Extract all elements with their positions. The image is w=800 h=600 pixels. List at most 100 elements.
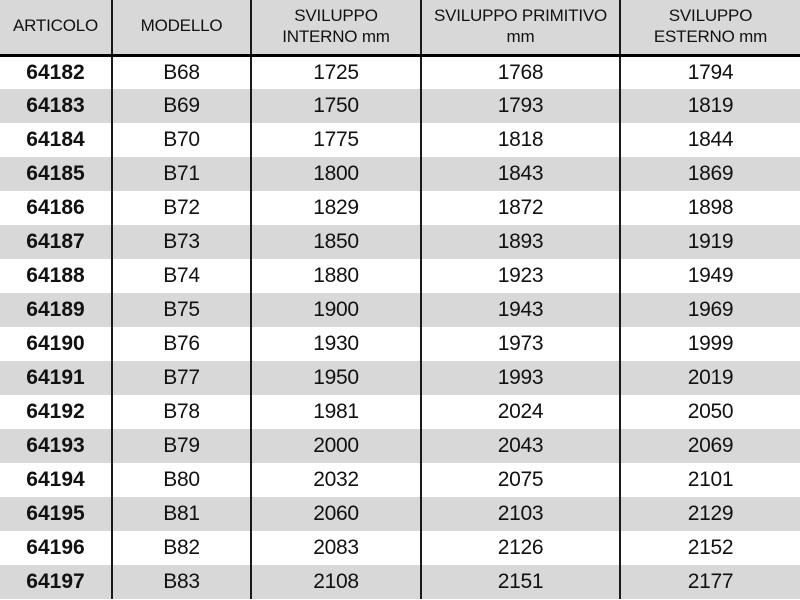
cell-primitivo: 2151 <box>421 565 621 599</box>
cell-modello: B83 <box>112 565 252 599</box>
cell-primitivo: 1793 <box>421 89 621 123</box>
cell-interno: 1829 <box>251 191 422 225</box>
cell-esterno: 2101 <box>620 463 800 497</box>
cell-esterno: 1969 <box>620 293 800 327</box>
cell-esterno: 2069 <box>620 429 800 463</box>
table-row: 64192 B78 1981 2024 2050 <box>0 395 800 429</box>
cell-primitivo: 2024 <box>421 395 621 429</box>
cell-interno: 1950 <box>251 361 422 395</box>
cell-modello: B74 <box>112 259 252 293</box>
cell-interno: 2060 <box>251 497 422 531</box>
cell-esterno: 1844 <box>620 123 800 157</box>
table-row: 64188 B74 1880 1923 1949 <box>0 259 800 293</box>
table-row: 64195 B81 2060 2103 2129 <box>0 497 800 531</box>
cell-primitivo: 1893 <box>421 225 621 259</box>
cell-articolo: 64186 <box>0 191 113 225</box>
cell-modello: B82 <box>112 531 252 565</box>
table-row: 64194 B80 2032 2075 2101 <box>0 463 800 497</box>
table-body: 64182 B68 1725 1768 1794 64183 B69 1750 1793 1819… <box>0 55 800 599</box>
cell-esterno: 1819 <box>620 89 800 123</box>
cell-esterno: 1919 <box>620 225 800 259</box>
cell-articolo: 64183 <box>0 89 113 123</box>
cell-articolo: 64192 <box>0 395 113 429</box>
cell-articolo: 64197 <box>0 565 113 599</box>
cell-modello: B69 <box>112 89 252 123</box>
cell-esterno: 1898 <box>620 191 800 225</box>
column-header-articolo-line1: ARTICOLO <box>13 16 98 36</box>
cell-esterno: 1949 <box>620 259 800 293</box>
table-row: 64183 B69 1750 1793 1819 <box>0 89 800 123</box>
cell-articolo: 64189 <box>0 293 113 327</box>
cell-articolo: 64193 <box>0 429 113 463</box>
column-header-sviluppo-interno-line2: INTERNO mm <box>282 26 390 46</box>
cell-interno: 1930 <box>251 327 422 361</box>
column-header-sviluppo-primitivo-line1: SVILUPPO PRIMITIVO <box>433 6 608 26</box>
table-row: 64196 B82 2083 2126 2152 <box>0 531 800 565</box>
cell-articolo: 64194 <box>0 463 113 497</box>
cell-modello: B72 <box>112 191 252 225</box>
header-row: ARTICOLO MODELLO SVILUPPO INTERNO mm SVI… <box>0 0 800 55</box>
cell-modello: B71 <box>112 157 252 191</box>
table-row: 64182 B68 1725 1768 1794 <box>0 55 800 89</box>
table-row: 64193 B79 2000 2043 2069 <box>0 429 800 463</box>
cell-esterno: 1794 <box>620 55 800 89</box>
column-header-sviluppo-interno: SVILUPPO INTERNO mm <box>251 0 422 55</box>
cell-articolo: 64190 <box>0 327 113 361</box>
cell-interno: 2032 <box>251 463 422 497</box>
table-row: 64184 B70 1775 1818 1844 <box>0 123 800 157</box>
cell-articolo: 64182 <box>0 55 113 89</box>
column-header-modello: MODELLO <box>112 0 252 55</box>
cell-modello: B73 <box>112 225 252 259</box>
cell-interno: 1775 <box>251 123 422 157</box>
cell-interno: 2083 <box>251 531 422 565</box>
cell-primitivo: 1993 <box>421 361 621 395</box>
cell-esterno: 1999 <box>620 327 800 361</box>
column-header-sviluppo-primitivo-line2: mm <box>506 26 535 46</box>
cell-articolo: 64191 <box>0 361 113 395</box>
cell-primitivo: 2075 <box>421 463 621 497</box>
cell-articolo: 64196 <box>0 531 113 565</box>
cell-modello: B81 <box>112 497 252 531</box>
cell-articolo: 64187 <box>0 225 113 259</box>
cell-primitivo: 1843 <box>421 157 621 191</box>
table-row: 64186 B72 1829 1872 1898 <box>0 191 800 225</box>
cell-primitivo: 1872 <box>421 191 621 225</box>
cell-primitivo: 2126 <box>421 531 621 565</box>
table-row: 64189 B75 1900 1943 1969 <box>0 293 800 327</box>
cell-interno: 1880 <box>251 259 422 293</box>
cell-interno: 1850 <box>251 225 422 259</box>
cell-interno: 1900 <box>251 293 422 327</box>
table-row: 64190 B76 1930 1973 1999 <box>0 327 800 361</box>
cell-esterno: 2152 <box>620 531 800 565</box>
table-row: 64191 B77 1950 1993 2019 <box>0 361 800 395</box>
cell-esterno: 1869 <box>620 157 800 191</box>
cell-articolo: 64184 <box>0 123 113 157</box>
cell-primitivo: 2103 <box>421 497 621 531</box>
cell-articolo: 64195 <box>0 497 113 531</box>
table-row: 64187 B73 1850 1893 1919 <box>0 225 800 259</box>
column-header-sviluppo-esterno-line1: SVILUPPO <box>668 6 753 26</box>
cell-esterno: 2177 <box>620 565 800 599</box>
cell-interno: 1800 <box>251 157 422 191</box>
cell-modello: B80 <box>112 463 252 497</box>
table-row: 64185 B71 1800 1843 1869 <box>0 157 800 191</box>
cell-modello: B75 <box>112 293 252 327</box>
cell-modello: B78 <box>112 395 252 429</box>
column-header-sviluppo-esterno: SVILUPPO ESTERNO mm <box>620 0 800 55</box>
column-header-sviluppo-esterno-line2: ESTERNO mm <box>653 26 768 46</box>
cell-esterno: 2050 <box>620 395 800 429</box>
table-row: 64197 B83 2108 2151 2177 <box>0 565 800 599</box>
cell-articolo: 64188 <box>0 259 113 293</box>
cell-interno: 2000 <box>251 429 422 463</box>
cell-interno: 1750 <box>251 89 422 123</box>
cell-esterno: 2129 <box>620 497 800 531</box>
cell-primitivo: 1943 <box>421 293 621 327</box>
cell-modello: B70 <box>112 123 252 157</box>
column-header-modello-line1: MODELLO <box>140 16 223 36</box>
cell-modello: B79 <box>112 429 252 463</box>
cell-modello: B76 <box>112 327 252 361</box>
cell-interno: 2108 <box>251 565 422 599</box>
column-header-sviluppo-interno-line1: SVILUPPO <box>294 6 378 26</box>
table-header: ARTICOLO MODELLO SVILUPPO INTERNO mm SVI… <box>0 0 800 55</box>
